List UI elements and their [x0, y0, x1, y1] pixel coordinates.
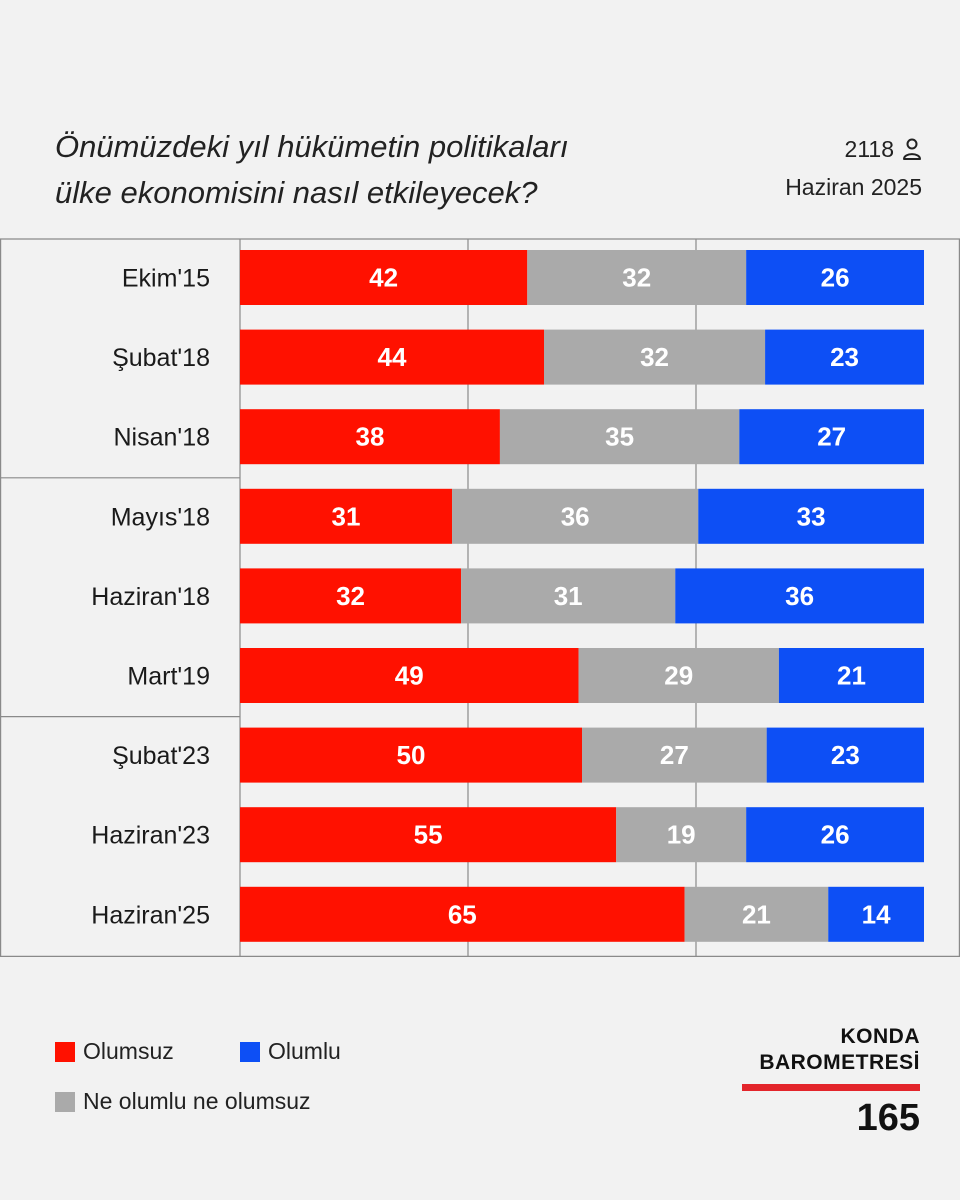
bar-olumlu-0 — [746, 250, 924, 305]
legend-label-olumlu: Olumlu — [268, 1038, 341, 1064]
bar-ne-olumlu-ne-olumsuz-4 — [461, 568, 676, 624]
category-label-4: Haziran'18 — [91, 583, 210, 611]
legend-item-olumlu: Olumlu — [240, 1038, 341, 1065]
bar-olumlu-2 — [739, 409, 924, 465]
bar-ne-olumlu-ne-olumsuz-8 — [684, 886, 829, 942]
sample-size-value: 2118 — [844, 136, 894, 162]
data-label-olumsuz-3: 31 — [332, 501, 361, 531]
bar-olumlu-1 — [765, 329, 924, 385]
data-label-ne-olumlu-ne-olumsuz-5: 29 — [664, 661, 693, 691]
category-label-6: Şubat'23 — [112, 742, 210, 770]
bar-olumsuz-1 — [240, 329, 544, 385]
data-label-olumsuz-8: 65 — [448, 899, 477, 929]
bar-olumlu-3 — [698, 488, 924, 544]
bar-olumlu-8 — [828, 886, 924, 942]
data-label-olumlu-2: 27 — [817, 422, 846, 452]
data-label-ne-olumlu-ne-olumsuz-8: 21 — [742, 899, 771, 929]
data-label-olumlu-3: 33 — [797, 501, 826, 531]
category-label-7: Haziran'23 — [91, 822, 210, 850]
category-label-0: Ekim'15 — [122, 265, 210, 293]
legend-item-olumsuz: Olumsuz — [55, 1038, 174, 1065]
category-label-1: Şubat'18 — [112, 344, 210, 372]
data-label-ne-olumlu-ne-olumsuz-4: 31 — [554, 581, 583, 611]
bar-olumsuz-8 — [240, 886, 685, 942]
brand-logo: KONDA BAROMETRESİ 165 — [742, 1024, 920, 1139]
bar-ne-olumlu-ne-olumsuz-7 — [616, 807, 747, 863]
data-label-olumsuz-2: 38 — [355, 422, 384, 452]
legend-label-ne-olumlu-ne-olumsuz: Ne olumlu ne olumsuz — [83, 1088, 311, 1114]
data-label-olumlu-6: 23 — [831, 740, 860, 770]
legend-swatch-ne-olumlu-ne-olumsuz — [55, 1091, 75, 1112]
data-label-olumsuz-7: 55 — [414, 820, 443, 850]
chart-title: Önümüzdeki yıl hükümetin politikaları ül… — [55, 124, 568, 216]
bar-olumsuz-4 — [240, 568, 462, 624]
bar-olumsuz-2 — [240, 409, 500, 465]
bar-olumlu-4 — [675, 568, 924, 624]
bar-ne-olumlu-ne-olumsuz-2 — [499, 409, 740, 465]
bar-olumsuz-5 — [240, 648, 579, 703]
bar-olumsuz-0 — [240, 250, 528, 305]
data-label-ne-olumlu-ne-olumsuz-6: 27 — [660, 740, 689, 770]
data-label-olumlu-7: 26 — [821, 820, 850, 850]
data-label-ne-olumlu-ne-olumsuz-0: 32 — [622, 263, 651, 293]
category-label-3: Mayıs'18 — [111, 503, 210, 531]
legend-swatch-olumlu — [240, 1041, 260, 1062]
survey-date: Haziran 2025 — [785, 174, 922, 200]
brand-accent-bar — [742, 1084, 920, 1091]
bar-ne-olumlu-ne-olumsuz-6 — [582, 727, 767, 783]
bar-olumlu-5 — [778, 648, 924, 703]
data-label-ne-olumlu-ne-olumsuz-7: 19 — [667, 820, 696, 850]
survey-meta: 2118 Haziran 2025 — [785, 130, 922, 206]
bar-ne-olumlu-ne-olumsuz-3 — [452, 488, 699, 544]
bar-ne-olumlu-ne-olumsuz-1 — [544, 329, 766, 385]
category-label-8: Haziran'25 — [91, 901, 210, 929]
bar-ne-olumlu-ne-olumsuz-0 — [527, 250, 747, 305]
data-label-olumsuz-5: 49 — [395, 661, 424, 691]
category-label-2: Nisan'18 — [114, 424, 211, 452]
data-label-olumlu-8: 14 — [862, 899, 891, 929]
person-icon — [903, 138, 921, 160]
data-label-olumsuz-4: 32 — [336, 581, 365, 611]
category-label-5: Mart'19 — [127, 663, 210, 691]
data-label-olumsuz-6: 50 — [397, 740, 426, 770]
data-label-olumsuz-1: 44 — [378, 342, 407, 372]
brand-line-2: BAROMETRESİ — [759, 1051, 920, 1074]
data-label-olumsuz-0: 42 — [369, 263, 398, 293]
data-label-ne-olumlu-ne-olumsuz-1: 32 — [640, 342, 669, 372]
data-label-ne-olumlu-ne-olumsuz-3: 36 — [561, 501, 590, 531]
brand-issue-number: 165 — [856, 1097, 920, 1139]
chart-title-line-1: Önümüzdeki yıl hükümetin politikaları — [55, 129, 569, 164]
bar-olumsuz-3 — [240, 488, 453, 544]
sample-size: 2118 — [785, 130, 922, 168]
bar-olumsuz-7 — [240, 807, 617, 863]
bar-olumlu-6 — [766, 727, 924, 783]
bar-ne-olumlu-ne-olumsuz-5 — [578, 648, 779, 703]
legend-item-ne-olumlu-ne-olumsuz: Ne olumlu ne olumsuz — [55, 1088, 311, 1115]
brand-line-1: KONDA — [840, 1025, 920, 1048]
data-label-olumlu-5: 21 — [837, 661, 866, 691]
chart-title-line-2: ülke ekonomisini nasıl etkileyecek? — [55, 175, 538, 210]
bar-olumsuz-6 — [240, 727, 582, 783]
legend-swatch-olumsuz — [55, 1041, 75, 1062]
legend-label-olumsuz: Olumsuz — [83, 1038, 174, 1064]
data-label-olumlu-0: 26 — [821, 263, 850, 293]
data-label-ne-olumlu-ne-olumsuz-2: 35 — [605, 422, 634, 452]
data-label-olumlu-1: 23 — [830, 342, 859, 372]
data-label-olumlu-4: 36 — [785, 581, 814, 611]
bar-olumlu-7 — [746, 807, 924, 863]
